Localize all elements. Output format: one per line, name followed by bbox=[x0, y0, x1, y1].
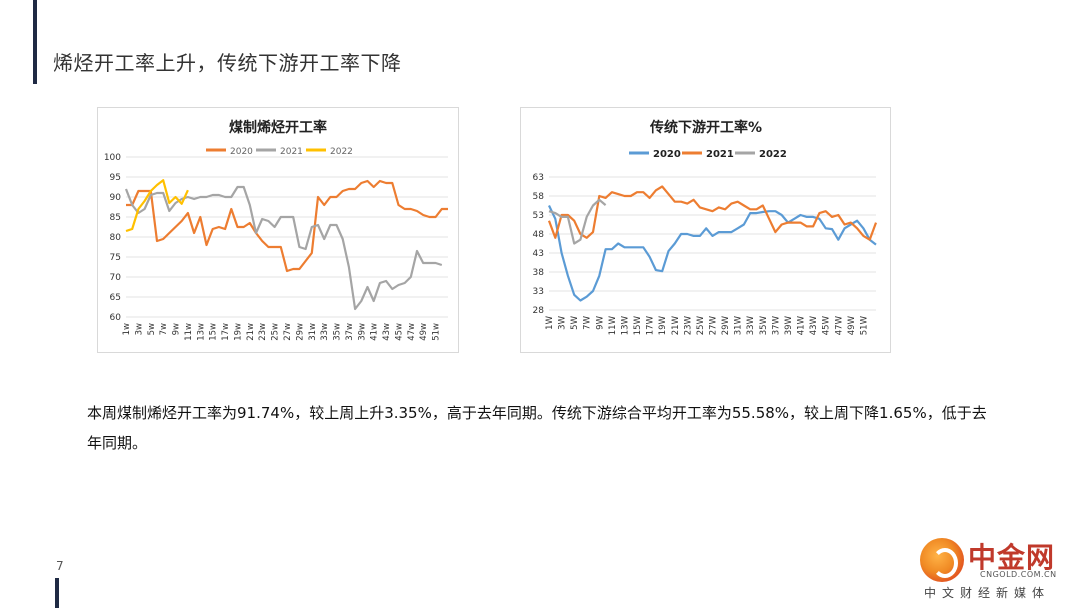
footer-accent-bar bbox=[55, 578, 59, 608]
x-tick-label: 17W bbox=[646, 315, 656, 335]
chart-svg-olefin: 煤制烯烃开工率 2020 2021 2022 100 95 90 85 80 75 70 65 601w… bbox=[104, 119, 448, 341]
x-tick-label: 29w bbox=[295, 323, 305, 341]
y-tick-label: 95 bbox=[110, 173, 121, 183]
x-tick-label: 13w bbox=[196, 323, 206, 341]
chart-title: 煤制烯烃开工率 bbox=[229, 119, 327, 136]
x-tick-label: 27W bbox=[709, 315, 719, 335]
y-tick-label: 33 bbox=[533, 287, 544, 297]
x-tick-label: 19w bbox=[233, 323, 243, 341]
series-line-2022 bbox=[125, 179, 189, 233]
brand-logo-domain: CNGOLD.COM.CN bbox=[980, 570, 1057, 579]
x-tick-label: 29W bbox=[721, 315, 731, 335]
x-tick-label: 15W bbox=[633, 315, 643, 335]
y-tick-label: 60 bbox=[110, 313, 122, 323]
olefin-operating-rate-chart: 煤制烯烃开工率 2020 2021 2022 100 95 90 85 80 75 70 65 60 1w… bbox=[97, 107, 459, 353]
x-tick-label: 5W bbox=[570, 315, 580, 329]
downstream-operating-rate-chart: 传统下游开工率% 2020 2021 2022 63 58 53 48 43 38 33 28 1W 3W… bbox=[520, 107, 891, 353]
page-number: 7 bbox=[56, 559, 64, 573]
series-line-2020 bbox=[548, 205, 877, 302]
x-tick-label: 3W bbox=[558, 315, 568, 329]
x-tick-label: 7w bbox=[159, 323, 169, 335]
y-tick-label: 70 bbox=[110, 273, 122, 283]
legend-label-2021: 2021 bbox=[280, 147, 303, 157]
x-tick-label: 51W bbox=[859, 315, 869, 335]
x-tick-label: 11w bbox=[184, 323, 194, 341]
x-tick-label: 33W bbox=[746, 315, 756, 335]
series-line-2021 bbox=[124, 185, 443, 311]
x-tick-label: 31W bbox=[734, 315, 744, 335]
x-tick-label: 27w bbox=[283, 323, 293, 341]
x-tick-label: 47W bbox=[834, 315, 844, 335]
x-tick-label: 39W bbox=[784, 315, 794, 335]
x-tick-label: 3w bbox=[134, 323, 144, 335]
y-tick-label: 28 bbox=[533, 306, 545, 316]
x-tick-label: 49w bbox=[419, 323, 429, 341]
summary-paragraph: 本周煤制烯烃开工率为91.74%，较上周上升3.35%，高于去年同期。传统下游综… bbox=[87, 404, 987, 452]
x-tick-label: 23w bbox=[258, 323, 268, 341]
title-accent-bar bbox=[33, 0, 37, 84]
y-tick-label: 85 bbox=[110, 213, 121, 223]
legend-label-2020: 2020 bbox=[230, 147, 253, 157]
brand-logo: 中金网 CNGOLD.COM.CN 中文财经新媒体 bbox=[920, 536, 1075, 604]
x-tick-label: 17w bbox=[221, 323, 231, 341]
x-tick-label: 9W bbox=[595, 315, 605, 329]
x-tick-label: 41w bbox=[370, 323, 380, 341]
x-tick-label: 15w bbox=[209, 323, 219, 341]
x-tick-label: 45w bbox=[394, 323, 404, 341]
x-tick-label: 51w bbox=[432, 323, 442, 341]
x-tick-label: 7W bbox=[583, 315, 593, 329]
x-tick-label: 41W bbox=[797, 315, 807, 335]
series-line-2021 bbox=[547, 185, 878, 241]
y-tick-label: 63 bbox=[533, 173, 544, 183]
y-tick-label: 53 bbox=[533, 211, 544, 221]
brand-logo-slogan: 中文财经新媒体 bbox=[924, 586, 1051, 600]
legend-label-2022: 2022 bbox=[759, 149, 787, 160]
legend-label-2020: 2020 bbox=[653, 149, 681, 160]
x-tick-label: 49W bbox=[847, 315, 857, 335]
x-tick-label: 11W bbox=[608, 315, 618, 335]
x-tick-label: 47w bbox=[407, 323, 417, 341]
chart-title: 传统下游开工率% bbox=[649, 119, 762, 136]
x-tick-label: 21w bbox=[246, 323, 256, 341]
series-line-2022 bbox=[548, 198, 607, 245]
y-tick-label: 43 bbox=[533, 249, 544, 259]
y-tick-label: 58 bbox=[533, 192, 545, 202]
y-tick-label: 80 bbox=[110, 233, 122, 243]
x-tick-label: 43W bbox=[809, 315, 819, 335]
x-tick-label: 9w bbox=[172, 323, 182, 335]
x-tick-label: 21W bbox=[671, 315, 681, 335]
x-tick-label: 45W bbox=[822, 315, 832, 335]
y-tick-label: 100 bbox=[104, 153, 121, 163]
x-tick-label: 23W bbox=[683, 315, 693, 335]
legend-label-2022: 2022 bbox=[330, 147, 353, 157]
x-tick-label: 1W bbox=[545, 315, 555, 329]
x-tick-label: 19W bbox=[658, 315, 668, 335]
y-tick-label: 90 bbox=[110, 193, 122, 203]
x-tick-label: 31w bbox=[308, 323, 318, 341]
x-tick-label: 33w bbox=[320, 323, 330, 341]
x-tick-label: 39w bbox=[357, 323, 367, 341]
x-tick-label: 35W bbox=[759, 315, 769, 335]
x-tick-label: 1w bbox=[122, 323, 132, 335]
brand-logo-name: 中金网 bbox=[968, 541, 1056, 574]
y-tick-label: 38 bbox=[533, 268, 545, 278]
x-tick-label: 25w bbox=[271, 323, 281, 341]
x-tick-label: 35w bbox=[333, 323, 343, 341]
x-tick-label: 13W bbox=[620, 315, 630, 335]
y-tick-label: 48 bbox=[533, 230, 545, 240]
x-tick-label: 43w bbox=[382, 323, 392, 341]
page-title: 烯烃开工率上升，传统下游开工率下降 bbox=[53, 51, 402, 75]
x-tick-label: 37W bbox=[771, 315, 781, 335]
x-tick-label: 25W bbox=[696, 315, 706, 335]
y-tick-label: 65 bbox=[110, 293, 121, 303]
legend-label-2021: 2021 bbox=[706, 149, 734, 160]
y-tick-label: 75 bbox=[110, 253, 121, 263]
brand-logo-icon bbox=[920, 538, 964, 582]
series-line-2020 bbox=[126, 179, 448, 273]
x-tick-label: 37w bbox=[345, 323, 355, 341]
x-tick-label: 5w bbox=[147, 323, 157, 335]
